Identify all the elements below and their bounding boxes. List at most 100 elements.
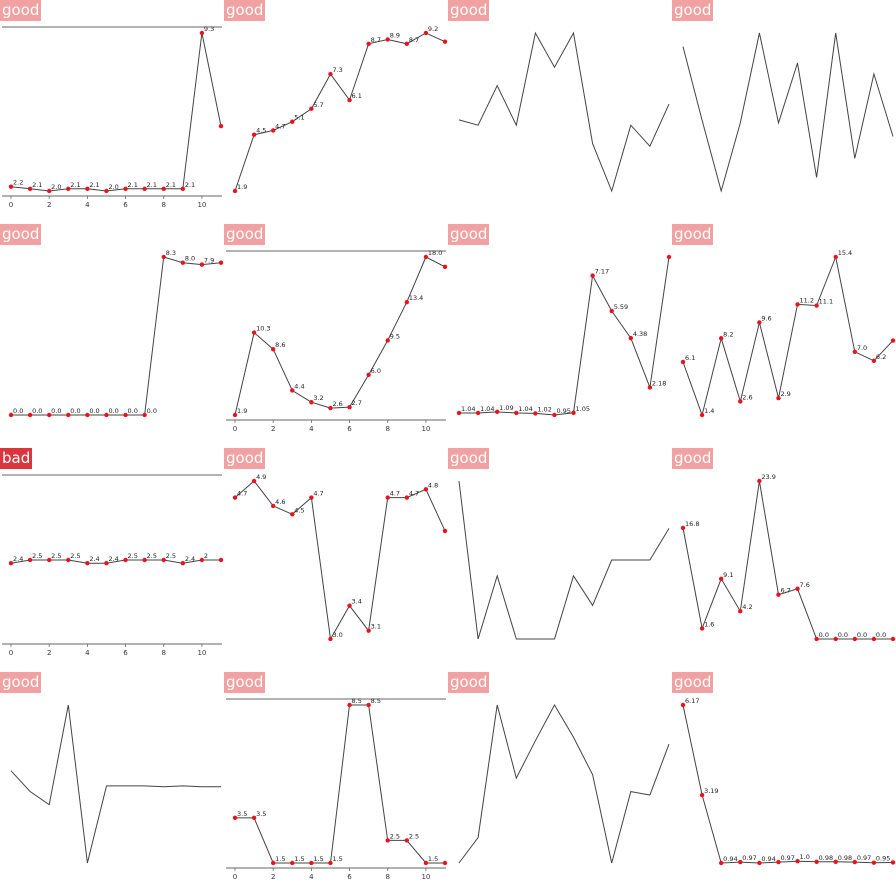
data-label: 23.9 [761,473,775,481]
data-label: 4.38 [633,330,647,338]
data-label: 1.04 [461,405,475,413]
line-chart: 0 2 4 6 8 10 1.9 10.3 8.6 4.4 3.2 2.6 2.7 6.0 9.5 13.4 1… [226,249,448,433]
data-point [180,186,186,192]
series-line [11,256,222,416]
data-label: 1.5 [275,855,285,863]
data-label: 0.0 [128,407,138,415]
x-tick-label: 8 [161,649,165,657]
data-label: 8.5 [371,697,381,705]
data-label: 6.2 [876,353,886,361]
data-point [180,260,186,265]
data-label: 15.4 [838,249,852,257]
data-label: 6.0 [371,367,381,375]
data-label: 8.7 [371,36,381,44]
data-label: 1.02 [537,405,551,413]
quality-badge: good [672,224,714,245]
series-line [459,256,670,416]
data-label: 2.18 [652,379,666,387]
data-point [290,119,295,124]
series-line [235,704,445,864]
series-line [682,704,894,864]
data-point [66,557,71,563]
data-point [814,303,819,308]
data-label: 2.0 [108,183,118,191]
data-label: 4.7 [237,490,247,498]
data-label: 2 [204,552,208,560]
data-label: 2.5 [32,552,42,560]
data-point [123,412,128,418]
data-label: 6.1 [352,92,362,100]
quality-badge: good [448,672,490,693]
data-point [871,636,877,642]
data-point [161,186,166,192]
data-point [442,528,448,534]
x-tick-label: 6 [123,649,128,657]
data-label: 0.97 [742,854,756,862]
data-point [347,97,352,103]
data-point [46,557,52,563]
data-point [251,330,257,335]
x-tick-label: 4 [309,425,314,433]
data-label: 0.94 [761,855,775,863]
data-point [66,412,71,418]
data-point [66,186,71,192]
data-point [328,405,333,411]
data-point [833,859,838,864]
data-point [871,860,877,865]
data-point [833,636,838,642]
data-label: 0.0 [32,407,42,415]
data-label: 4.7 [275,122,285,130]
data-point [270,860,276,866]
data-point [814,859,819,864]
data-point [161,557,166,563]
data-point [738,399,743,404]
line-chart: 0 2 4 6 8 10 2.2 2.1 2.0 2.1 2.1 2.0 2.1 2.1 2.1 2.1 9.3 [2,25,224,209]
quality-badge: good [224,0,266,21]
data-point [199,557,205,563]
data-point [8,412,14,418]
data-point [309,860,314,866]
data-label: 2.4 [108,555,118,563]
data-label: 1.4 [704,407,714,415]
data-label: 7.6 [800,581,810,589]
chart-panel: good 1.9 4.5 4.7 5.1 5.7 7.3 6.1 8.7 8.9 8.7 9.2 [224,0,448,224]
data-point [890,338,896,343]
data-label: 3.1 [371,623,381,631]
data-label: 0.0 [147,407,157,415]
x-tick-label: 8 [385,873,389,881]
data-label: 2.7 [352,399,362,407]
x-tick-label: 6 [347,425,352,433]
data-label: 1.9 [237,183,247,191]
x-tick-label: 10 [421,873,430,881]
data-point [366,628,371,633]
data-label: 2.1 [185,181,195,189]
data-point [251,815,257,821]
data-label: 2.5 [128,552,138,560]
data-label: 2.1 [128,181,138,189]
data-point [890,860,896,865]
data-label: 2.1 [70,181,80,189]
data-label: 4.4 [294,382,304,390]
series-line [10,32,222,192]
data-point [85,412,90,418]
data-point [795,302,800,307]
data-label: 0.97 [780,854,794,862]
quality-badge: bad [0,448,33,469]
data-point [328,860,333,866]
data-label: 4.7 [390,490,400,498]
data-label: 5.7 [313,101,323,109]
chart-panel: good 4.7 4.9 4.6 4.5 4.7 3.0 3.4 3.1 4.7 4.7 4.8 [224,448,448,672]
data-label: 4.9 [256,473,266,481]
line-chart: 4.7 4.9 4.6 4.5 4.7 3.0 3.4 3.1 4.7 4.7 4.8 [232,473,448,642]
data-label: 2.4 [89,555,99,563]
data-label: 0.98 [819,854,833,862]
line-chart [10,704,221,864]
line-chart: 0 2 4 6 8 10 2.4 2.5 2.5 2.5 2.4 2.4 2.5 2.5 2.5 2.4 2 [2,474,224,657]
data-point [628,335,634,341]
data-label: 0.97 [857,854,871,862]
data-point [552,412,557,418]
data-point [161,254,166,260]
quality-badge: good [448,0,490,21]
data-label: 0.0 [857,631,867,639]
chart-panel: good [448,0,672,224]
